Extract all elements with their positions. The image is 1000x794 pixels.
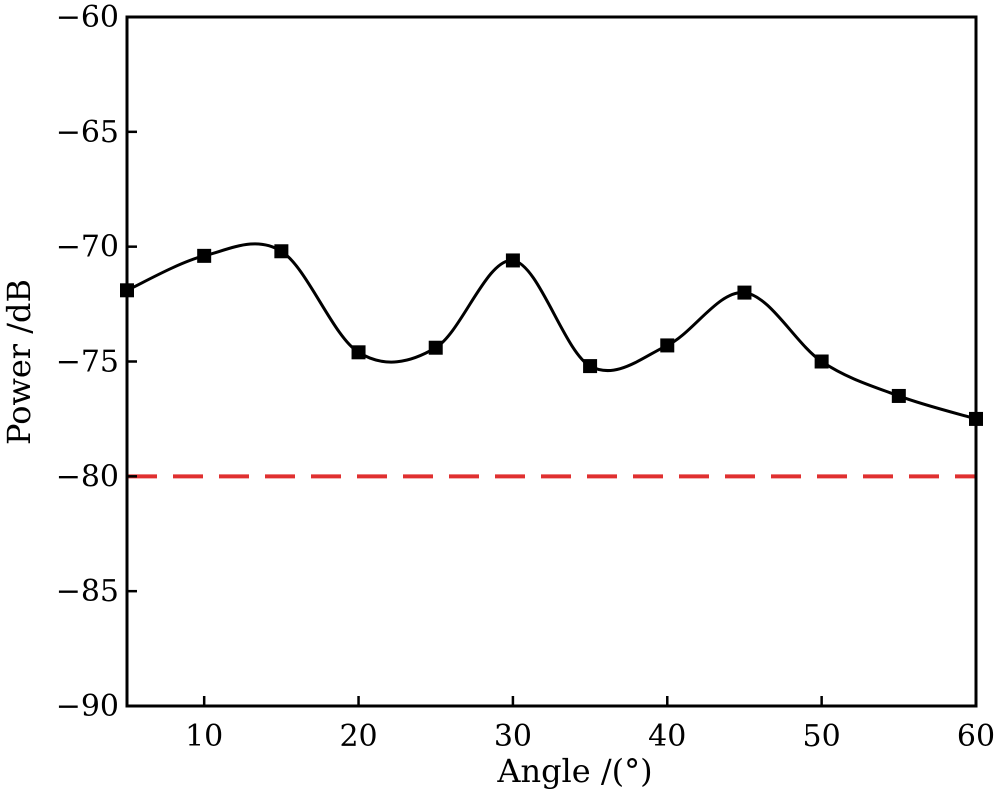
data-point [197, 248, 212, 263]
series-line [126, 242, 977, 421]
data-point [428, 340, 443, 355]
data-point [505, 253, 520, 268]
plot-area [120, 242, 983, 479]
plot-frame [125, 15, 978, 708]
axis-ticks: 10 20 30 40 50 60 −60 −65 −70 −75 −80 −85 −90 [56, 0, 995, 754]
x-tick-label: 60 [957, 719, 995, 754]
x-tick-label: 20 [339, 719, 377, 754]
y-axis-title: Power /dB [0, 279, 38, 445]
x-tick-label: 30 [494, 719, 532, 754]
y-tick-label: −80 [56, 459, 119, 494]
data-point [583, 359, 598, 374]
y-tick-label: −60 [56, 0, 119, 35]
y-tick-label: −65 [56, 115, 119, 150]
y-tick-label: −75 [56, 345, 119, 380]
data-point [891, 388, 906, 403]
x-tick-label: 50 [803, 719, 841, 754]
x-tick-label: 40 [648, 719, 686, 754]
y-tick-label: −70 [56, 230, 119, 265]
data-point [274, 244, 289, 259]
y-tick-label: −85 [56, 574, 119, 609]
data-point [737, 285, 752, 300]
y-tick-label: −90 [56, 689, 119, 724]
data-point [814, 354, 829, 369]
x-axis-title: Angle /(°) [496, 752, 652, 790]
x-tick-label: 10 [185, 719, 223, 754]
data-point [660, 338, 675, 353]
data-point [351, 345, 366, 360]
